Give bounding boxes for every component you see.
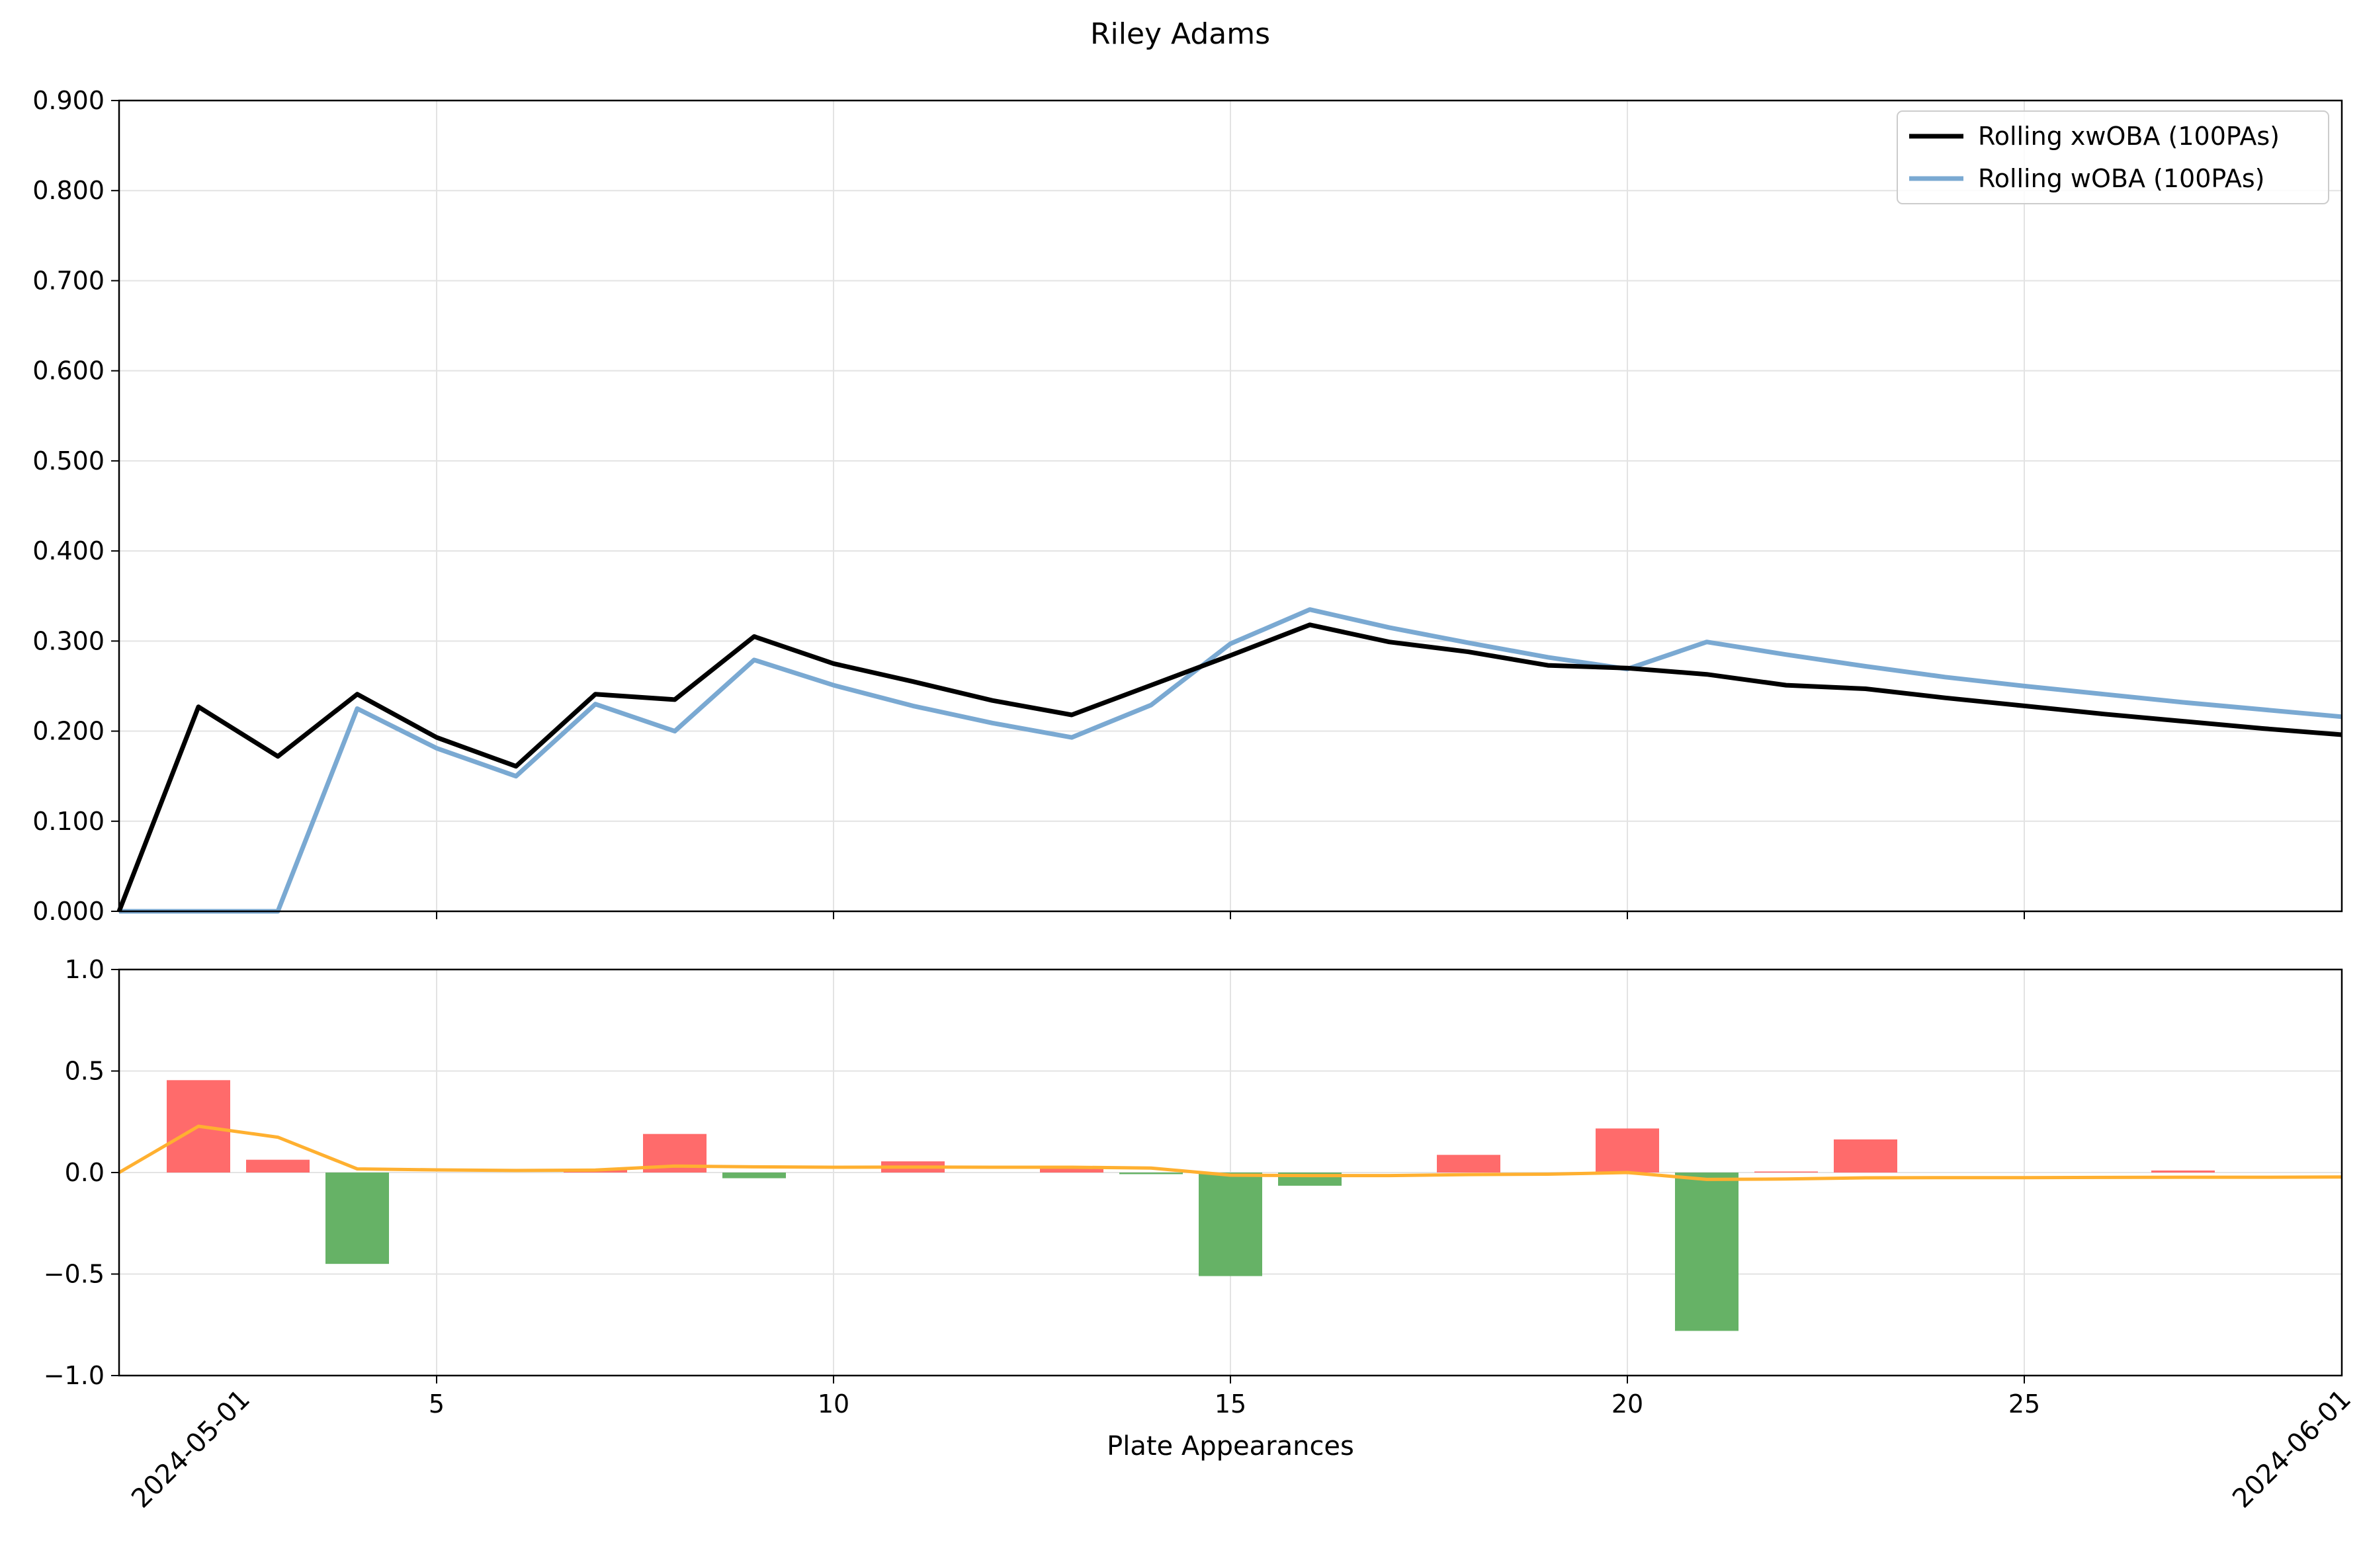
top-panel-y-ticks: 0.000 0.100 0.200 0.300 0.400 0.500 0.600 0.700…	[32, 86, 119, 926]
bar-positive	[1437, 1155, 1500, 1173]
series-line	[119, 607, 2342, 914]
bar-positive	[1596, 1128, 1659, 1173]
legend: Rolling xwOBA (100PAs) Rolling wOBA (100P…	[1897, 110, 2329, 204]
chart-title: Riley Adams	[1090, 17, 1270, 51]
bar-negative	[1199, 1173, 1262, 1276]
x-tick-label: 15	[1215, 1389, 1246, 1419]
bottom-y-tick-label: −1.0	[44, 1361, 105, 1390]
bar-positive	[1040, 1168, 1103, 1173]
x-tick-label: 20	[1611, 1389, 1643, 1419]
series-line	[116, 622, 2342, 913]
legend-box	[1897, 110, 2329, 204]
x-axis-label: Plate Appearances	[1107, 1431, 1354, 1462]
legend-entry: Rolling wOBA (100PAs)	[1978, 164, 2265, 193]
x-tick-label: 25	[2008, 1389, 2040, 1419]
bar-positive	[1754, 1171, 1818, 1173]
bar-positive	[2151, 1170, 2215, 1173]
top-y-tick-label: 0.200	[32, 717, 105, 746]
bar-positive	[1834, 1139, 1897, 1173]
top-y-tick-label: 0.300	[32, 626, 105, 655]
bottom-y-tick-label: 1.0	[65, 955, 105, 984]
bar-negative	[1119, 1173, 1183, 1175]
bar-negative	[325, 1173, 389, 1264]
legend-entry: Rolling xwOBA (100PAs)	[1978, 122, 2280, 151]
bottom-y-tick-label: −0.5	[44, 1260, 105, 1289]
x-ticks: 5 10 15 20 25	[429, 911, 2040, 1419]
top-y-tick-label: 0.100	[32, 807, 105, 836]
bar-negative	[1675, 1173, 1739, 1331]
bar-positive	[246, 1159, 310, 1173]
top-y-tick-label: 0.400	[32, 536, 105, 565]
top-y-tick-label: 0.700	[32, 266, 105, 295]
top-y-tick-label: 0.500	[32, 446, 105, 475]
top-y-tick-label: 0.600	[32, 356, 105, 386]
x-tick-label: 10	[818, 1389, 849, 1419]
bar-negative	[722, 1173, 786, 1178]
bottom-panel-y-ticks: 1.0 0.5 0.0 −0.5 −1.0	[44, 955, 119, 1390]
bottom-y-tick-label: 0.0	[65, 1158, 105, 1187]
rolling-diff-line	[118, 1124, 2342, 1181]
bottom-panel-line	[118, 1124, 2342, 1181]
top-y-tick-label: 0.800	[32, 176, 105, 205]
top-y-tick-label: 0.900	[32, 86, 105, 115]
x-tick-label: 5	[429, 1389, 445, 1419]
top-panel-lines	[116, 607, 2342, 914]
bottom-y-tick-label: 0.5	[65, 1057, 105, 1086]
top-y-tick-label: 0.000	[32, 897, 105, 926]
bottom-panel-bars	[167, 1080, 2215, 1331]
